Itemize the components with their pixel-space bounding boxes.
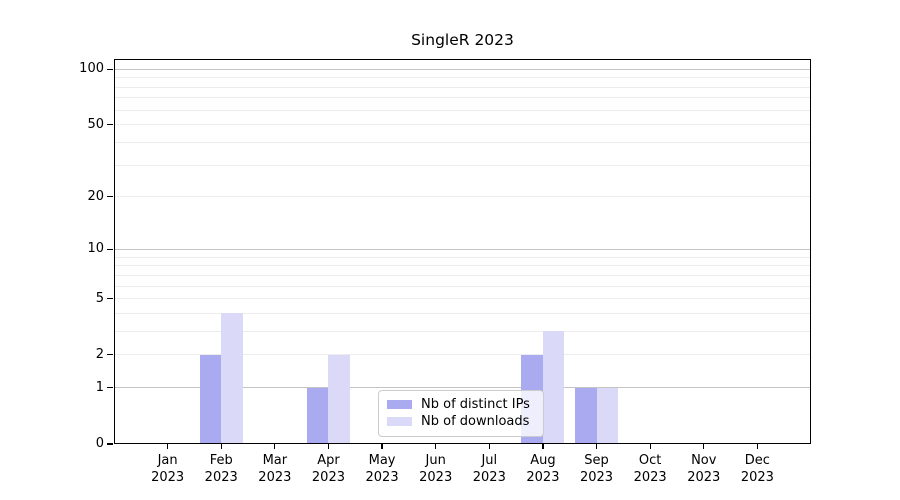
plot-area: Nb of distinct IPs Nb of downloads [114, 59, 811, 444]
y-tick-label: 1 [95, 379, 104, 395]
y-tick [107, 196, 113, 198]
x-tick-label: Aug 2023 [526, 453, 560, 485]
x-tick [649, 444, 651, 449]
bar-apr-nb-of-distinct-ips [306, 387, 329, 444]
gridline-major [114, 248, 811, 250]
y-tick-label: 0 [95, 436, 104, 451]
bar-apr-nb-of-downloads [328, 354, 350, 444]
bar-feb-nb-of-downloads [221, 313, 243, 444]
x-tick [542, 444, 544, 449]
gridline-minor [114, 265, 811, 267]
gridline-minor [114, 285, 811, 287]
y-tick-label: 100 [79, 61, 104, 77]
gridline-minor [114, 274, 811, 276]
x-tick [220, 444, 222, 449]
gridline-minor [114, 109, 811, 111]
y-tick-label: 50 [87, 116, 104, 132]
gridline-minor [114, 141, 811, 143]
x-tick-label: Oct 2023 [633, 453, 667, 485]
x-tick-label: Apr 2023 [311, 453, 345, 485]
gridline-minor [114, 354, 811, 356]
x-tick [327, 444, 330, 449]
bar-feb-nb-of-distinct-ips [199, 354, 222, 444]
gridline-minor [114, 298, 811, 300]
x-tick-label: Mar 2023 [258, 453, 292, 485]
gridline-minor [114, 312, 811, 314]
y-tick [107, 387, 113, 389]
gridline-minor [114, 196, 811, 198]
bar-sep-nb-of-downloads [596, 387, 619, 444]
bar-aug-nb-of-downloads [542, 331, 565, 444]
x-tick-label: Dec 2023 [740, 453, 774, 485]
y-tick-label: 10 [87, 241, 104, 257]
x-tick [756, 444, 759, 449]
gridline-major [114, 68, 811, 70]
x-tick [595, 444, 598, 449]
legend-swatch [387, 400, 412, 409]
x-tick [381, 444, 383, 449]
x-tick [166, 444, 169, 449]
y-tick-label: 2 [95, 346, 104, 362]
gridline-minor [114, 330, 811, 332]
y-tick [107, 124, 113, 126]
plot-border [114, 59, 811, 444]
legend-item-label: Nb of distinct IPs [421, 397, 530, 412]
chart-title: SingleR 2023 [411, 31, 514, 49]
x-tick-label: Nov 2023 [687, 453, 721, 485]
x-tick-label: Jan 2023 [151, 453, 185, 485]
x-tick [488, 444, 490, 449]
x-tick-label: Jul 2023 [472, 453, 506, 485]
y-tick [107, 297, 113, 300]
x-tick-label: May 2023 [365, 453, 399, 485]
x-tick-label: Jun 2023 [419, 453, 453, 485]
x-tick [703, 444, 705, 449]
y-tick-label: 5 [95, 290, 104, 306]
legend-item-label: Nb of downloads [421, 414, 530, 429]
gridline-minor [114, 164, 811, 166]
y-tick-label: 20 [87, 188, 104, 204]
gridline-minor [114, 124, 811, 126]
y-tick [107, 248, 113, 250]
legend-swatch [387, 417, 412, 426]
bar-sep-nb-of-distinct-ips [575, 387, 597, 444]
y-tick [107, 354, 113, 356]
gridline-minor [114, 97, 811, 99]
gridline-minor [114, 86, 811, 88]
x-tick [435, 444, 437, 449]
y-tick [107, 68, 113, 70]
x-tick [274, 444, 276, 449]
legend: Nb of distinct IPs Nb of downloads [378, 390, 544, 437]
y-tick [107, 443, 113, 445]
legend-item: Nb of distinct IPs [387, 396, 535, 413]
gridline-minor [114, 256, 811, 258]
x-tick-label: Feb 2023 [204, 453, 238, 485]
gridline-minor [114, 77, 811, 79]
legend-item: Nb of downloads [387, 413, 535, 430]
gridline-major [114, 387, 811, 389]
x-tick-label: Sep 2023 [579, 453, 614, 485]
